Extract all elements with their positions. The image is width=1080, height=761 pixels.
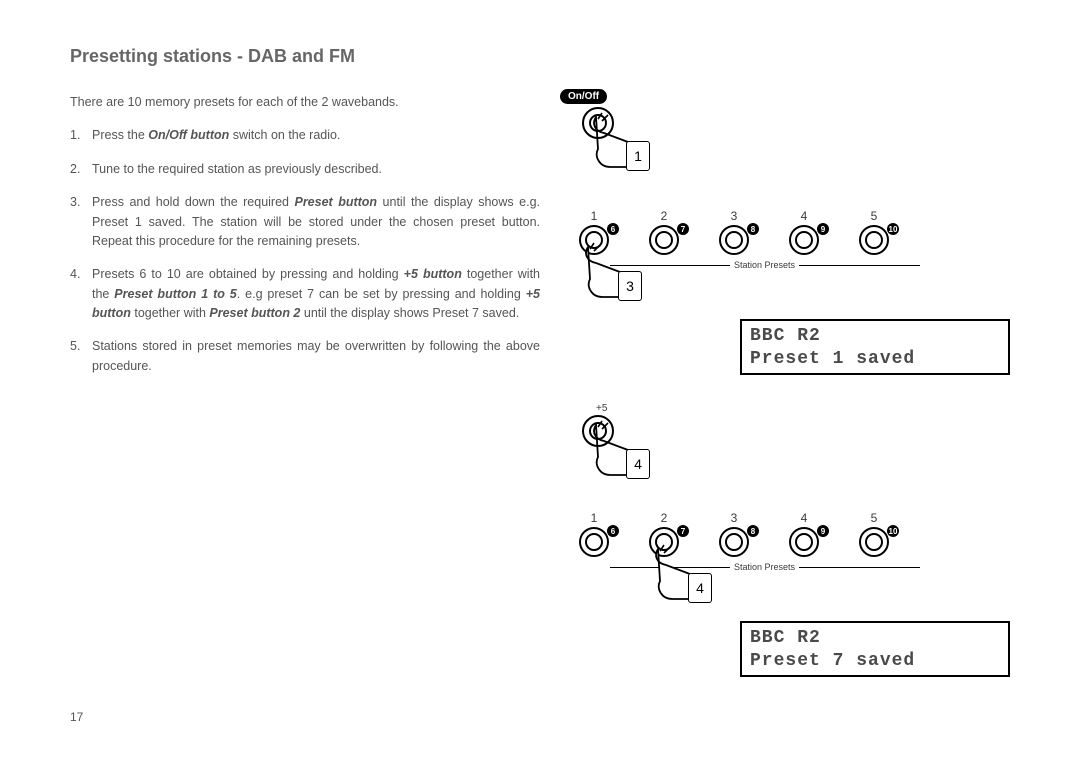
step-5: 5.Stations stored in preset memories may… (70, 337, 540, 376)
preset-top-label: 1 (591, 209, 598, 223)
station-presets-label-1: Station Presets (730, 260, 799, 270)
preset-alt-badge: 9 (817, 525, 829, 537)
hand-plus5: 4 (586, 419, 656, 483)
preset-row-2: 16 27 38 49 510 (578, 511, 890, 557)
lcd-display-2: BBC R2 Preset 7 saved (740, 621, 1010, 677)
preset-knob-icon (859, 225, 889, 255)
preset-alt-badge: 6 (607, 525, 619, 537)
diagram-column: On/Off 1 16273849510 Station Presets (560, 93, 1032, 390)
preset-top-label: 3 (731, 511, 738, 525)
preset-top-label: 1 (591, 511, 598, 525)
preset-5: 510 (858, 209, 890, 255)
preset-knob-icon (719, 225, 749, 255)
step-badge-3: 3 (618, 271, 642, 301)
preset-knob-icon (789, 527, 819, 557)
preset-2: 27 (648, 209, 680, 255)
step-4: 4.Presets 6 to 10 are obtained by pressi… (70, 265, 540, 323)
lcd-1-line-2: Preset 1 saved (750, 348, 1000, 371)
preset-alt-badge: 9 (817, 223, 829, 235)
preset-top-label: 5 (871, 511, 878, 525)
steps-list: 1.Press the On/Off button switch on the … (70, 126, 540, 376)
preset-knob-icon (859, 527, 889, 557)
hand-preset-row1: 3 (578, 241, 648, 305)
intro-text: There are 10 memory presets for each of … (70, 93, 540, 112)
preset-3: 38 (718, 511, 750, 557)
preset-alt-badge: 10 (887, 223, 899, 235)
preset-5: 510 (858, 511, 890, 557)
preset-knob-icon (789, 225, 819, 255)
lcd-2-line-1: BBC R2 (750, 627, 1000, 650)
preset-alt-badge: 10 (887, 525, 899, 537)
preset-alt-badge: 8 (747, 223, 759, 235)
plus5-button-icon (582, 415, 614, 447)
page-number: 17 (70, 710, 83, 724)
preset-top-label: 4 (801, 511, 808, 525)
step-1: 1.Press the On/Off button switch on the … (70, 126, 540, 145)
page-title: Presetting stations - DAB and FM (70, 46, 1032, 67)
on-off-button-icon (582, 107, 614, 139)
lcd-display-1: BBC R2 Preset 1 saved (740, 319, 1010, 375)
preset-knob-icon (649, 225, 679, 255)
preset-4: 49 (788, 209, 820, 255)
preset-top-label: 2 (661, 511, 668, 525)
instructions-column: There are 10 memory presets for each of … (70, 93, 540, 390)
preset-alt-badge: 7 (677, 525, 689, 537)
step-badge-4a: 4 (626, 449, 650, 479)
preset-alt-badge: 6 (607, 223, 619, 235)
step-2: 2.Tune to the required station as previo… (70, 160, 540, 179)
step-badge-4b: 4 (688, 573, 712, 603)
preset-top-label: 3 (731, 209, 738, 223)
preset-top-label: 2 (661, 209, 668, 223)
preset-3: 38 (718, 209, 750, 255)
preset-knob-icon (579, 527, 609, 557)
preset-alt-badge: 7 (677, 223, 689, 235)
step-3: 3.Press and hold down the required Prese… (70, 193, 540, 251)
lcd-2-line-2: Preset 7 saved (750, 650, 1000, 673)
preset-top-label: 4 (801, 209, 808, 223)
on-off-pill: On/Off (560, 89, 607, 104)
preset-1: 16 (578, 511, 610, 557)
hand-on-off: 1 (586, 111, 656, 175)
station-presets-label-2: Station Presets (730, 562, 799, 572)
preset-alt-badge: 8 (747, 525, 759, 537)
preset-4: 49 (788, 511, 820, 557)
hand-preset-row2: 4 (648, 543, 718, 607)
step-badge-1: 1 (626, 141, 650, 171)
preset-top-label: 5 (871, 209, 878, 223)
plus5-label: +5 (596, 403, 607, 414)
lcd-1-line-1: BBC R2 (750, 325, 1000, 348)
preset-knob-icon (719, 527, 749, 557)
